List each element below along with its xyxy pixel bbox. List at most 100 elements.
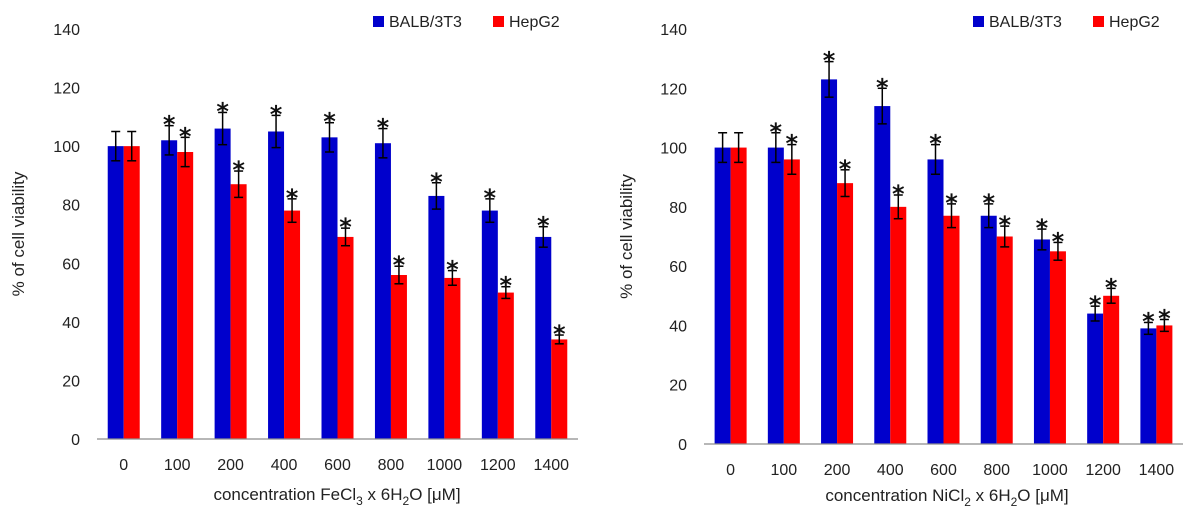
bar-balb3t3 (927, 159, 944, 444)
significance-marker: * (377, 114, 390, 142)
significance-marker: * (323, 108, 336, 136)
bar-balb3t3 (1140, 328, 1157, 444)
bar-balb3t3 (161, 140, 178, 440)
x-tick-label: 1400 (533, 457, 569, 474)
legend-swatch-balb3t3 (373, 16, 384, 27)
bar-hepg2 (837, 183, 854, 444)
bar-balb3t3 (767, 147, 784, 445)
significance-marker: * (892, 180, 905, 208)
bar-hepg2 (390, 275, 407, 439)
x-axis-title-suffix: O [μM] (409, 485, 460, 504)
significance-marker: * (1052, 227, 1065, 255)
bar-hepg2 (551, 339, 568, 439)
bar-hepg2 (123, 146, 140, 439)
bar-balb3t3 (428, 195, 445, 439)
bar-hepg2 (1049, 251, 1066, 444)
bar-hepg2 (890, 206, 907, 444)
bar-balb3t3 (481, 210, 498, 439)
x-tick-label: 100 (164, 457, 191, 474)
significance-marker: * (1142, 307, 1155, 335)
x-tick-label: 1200 (480, 457, 516, 474)
y-tick-label: 0 (71, 432, 80, 449)
x-tick-label: 1400 (1139, 462, 1175, 479)
bar-hepg2 (284, 210, 301, 439)
significance-marker: * (216, 97, 229, 125)
significance-marker: * (430, 168, 443, 196)
bar-balb3t3 (321, 137, 338, 439)
y-tick-label: 100 (660, 141, 687, 158)
significance-marker: * (929, 130, 942, 158)
significance-marker: * (339, 213, 352, 241)
y-tick-label: 20 (669, 378, 687, 395)
legend-swatch-balb3t3 (973, 16, 984, 27)
legend-label-hepg2: HepG2 (1109, 14, 1160, 31)
y-tick-label: 100 (53, 139, 80, 156)
y-tick-label: 120 (660, 81, 687, 98)
x-axis-title-prefix: concentration NiCl (825, 486, 964, 505)
significance-marker: * (876, 73, 889, 101)
significance-marker: * (500, 272, 513, 300)
bar-hepg2 (230, 184, 247, 439)
x-tick-label: 100 (770, 462, 797, 479)
y-axis-title: % of cell viability (617, 174, 636, 299)
y-tick-label: 80 (669, 200, 687, 217)
significance-marker: * (232, 156, 245, 184)
significance-marker: * (982, 189, 995, 217)
bar-balb3t3 (980, 215, 997, 444)
y-axis-title: % of cell viability (9, 171, 28, 296)
significance-marker: * (286, 184, 299, 212)
significance-marker: * (998, 211, 1011, 239)
significance-marker: * (1158, 305, 1171, 333)
bar-hepg2 (497, 292, 514, 439)
x-axis-title-prefix: concentration FeCl (213, 485, 356, 504)
significance-marker: * (179, 122, 192, 150)
legend-swatch-hepg2 (493, 16, 504, 27)
significance-marker: * (1089, 291, 1102, 319)
y-tick-label: 60 (62, 256, 80, 273)
bar-balb3t3 (374, 143, 391, 439)
x-axis-title-sub2: 2 (1011, 495, 1018, 509)
significance-marker: * (446, 256, 459, 284)
bar-hepg2 (996, 236, 1013, 444)
y-tick-label: 80 (62, 198, 80, 215)
bar-balb3t3 (1087, 313, 1104, 444)
x-tick-label: 1000 (427, 457, 463, 474)
y-tick-label: 120 (53, 81, 80, 98)
legend-label-balb3t3: BALB/3T3 (389, 14, 462, 31)
bar-balb3t3 (535, 236, 552, 439)
y-tick-label: 140 (53, 22, 80, 39)
x-axis-title: concentration FeCl3 x 6H2O [μM] (213, 485, 460, 508)
bar-hepg2 (783, 159, 800, 444)
significance-marker: * (1036, 214, 1049, 242)
bar-balb3t3 (874, 106, 891, 445)
x-tick-label: 600 (930, 462, 957, 479)
significance-marker: * (945, 189, 958, 217)
bar-balb3t3 (268, 131, 285, 439)
significance-marker: * (393, 251, 406, 279)
y-tick-label: 40 (62, 315, 80, 332)
x-tick-label: 1200 (1085, 462, 1121, 479)
x-tick-label: 0 (119, 457, 128, 474)
significance-marker: * (839, 155, 852, 183)
significance-marker: * (537, 212, 550, 240)
x-tick-label: 400 (877, 462, 904, 479)
x-tick-label: 800 (983, 462, 1010, 479)
significance-marker: * (270, 100, 283, 128)
significance-marker: * (770, 118, 783, 146)
y-tick-label: 20 (62, 373, 80, 390)
bar-balb3t3 (714, 147, 731, 445)
x-tick-label: 600 (324, 457, 351, 474)
bar-balb3t3 (821, 79, 838, 445)
significance-marker: * (823, 47, 836, 75)
significance-marker: * (484, 184, 497, 212)
significance-marker: * (786, 130, 799, 158)
x-axis-title-mid: x 6H (971, 486, 1011, 505)
bar-hepg2 (1103, 295, 1120, 444)
x-tick-label: 200 (217, 457, 244, 474)
legend-swatch-hepg2 (1093, 16, 1104, 27)
y-tick-label: 60 (669, 259, 687, 276)
significance-marker: * (163, 111, 176, 139)
